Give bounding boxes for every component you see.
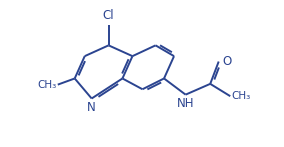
Text: CH₃: CH₃: [232, 91, 251, 101]
Text: O: O: [223, 55, 232, 68]
Text: Cl: Cl: [103, 9, 114, 22]
Text: CH₃: CH₃: [37, 80, 56, 90]
Text: NH: NH: [177, 97, 194, 110]
Text: N: N: [87, 101, 95, 114]
